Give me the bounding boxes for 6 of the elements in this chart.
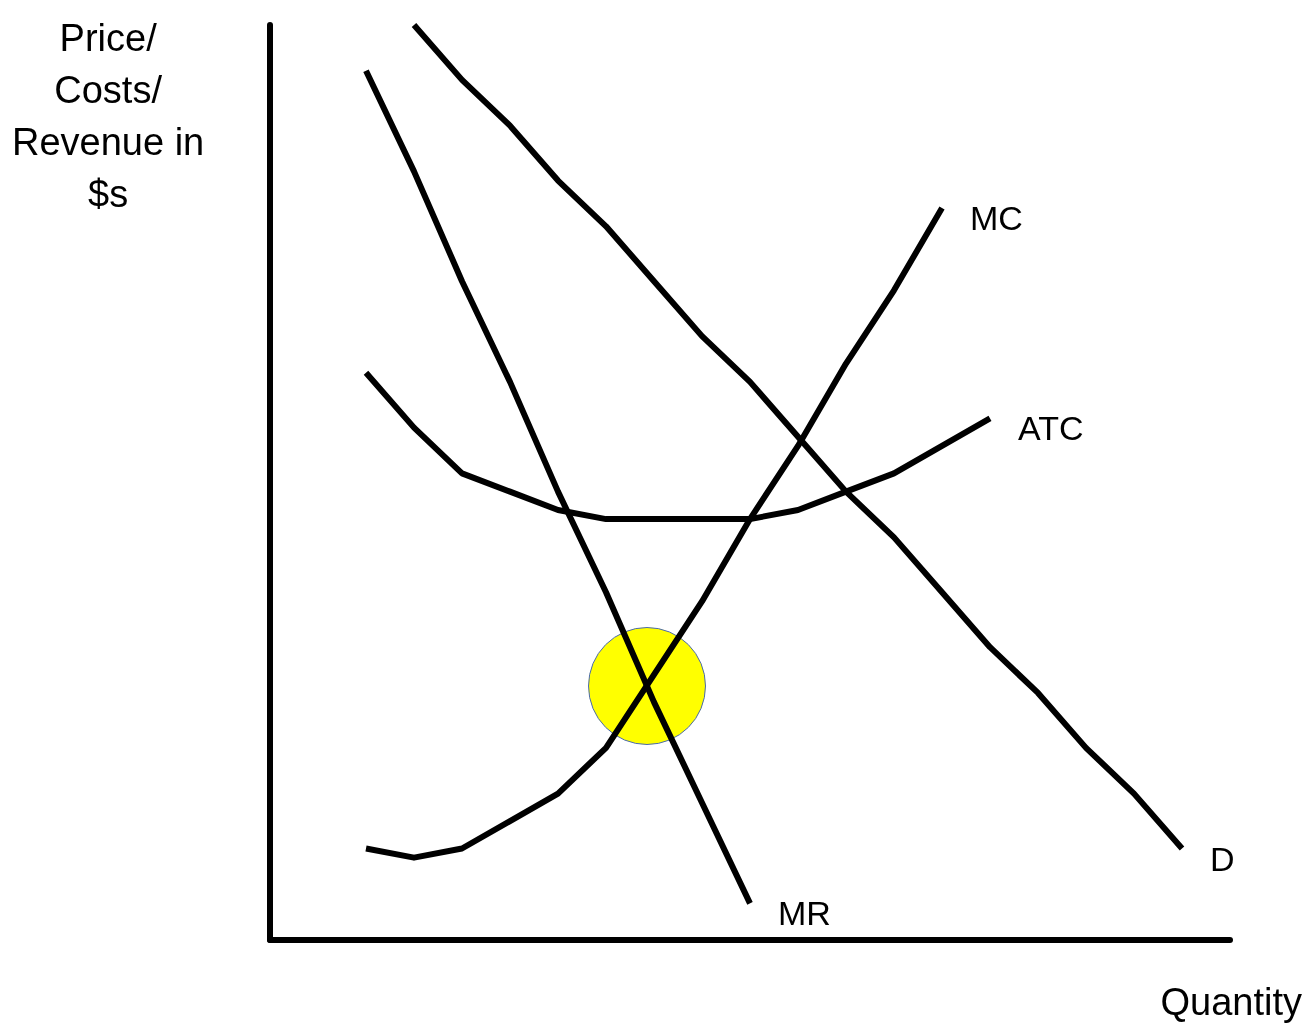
series-label: ATC xyxy=(1018,409,1084,448)
y-axis-title: Price/ Costs/ Revenue in $s xyxy=(12,17,205,215)
series-label: D xyxy=(1210,839,1235,878)
x-axis-title: Quantity xyxy=(1160,981,1303,1023)
series-label: MC xyxy=(970,199,1023,237)
series-label: MR xyxy=(778,894,831,933)
